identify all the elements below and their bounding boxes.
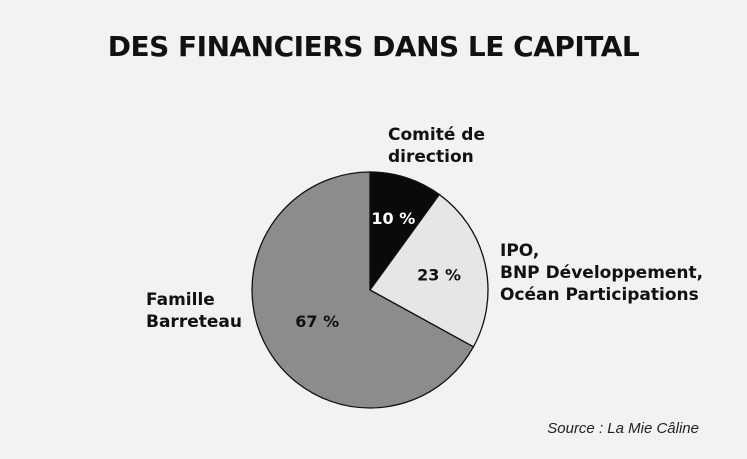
- slice-label-line: direction: [388, 147, 474, 167]
- slice-label-line: BNP Développement,: [500, 263, 704, 283]
- pie-slice-2: [251, 171, 475, 409]
- slice-value-label-0: 10 %: [371, 209, 415, 228]
- chart-source: Source : La Mie Câline: [547, 420, 699, 437]
- slice-value-label-1: 23 %: [417, 266, 461, 285]
- slice-label-line: IPO,: [500, 241, 540, 261]
- slice-label-line: Famille: [146, 290, 215, 310]
- slice-label-line: Barreteau: [146, 312, 242, 332]
- chart-title: DES FINANCIERS DANS LE CAPITAL: [107, 30, 640, 63]
- slice-label-line: Comité de: [388, 125, 485, 145]
- slice-label-ipo-bnp-ocean: IPO, BNP Développement, Océan Participat…: [500, 240, 703, 306]
- slice-label-comite-de-direction: Comité de direction: [388, 124, 485, 168]
- slice-label-line: Océan Participations: [500, 285, 699, 305]
- pie-slice-0: [369, 171, 441, 293]
- slice-value-label-2: 67 %: [295, 312, 339, 331]
- slice-label-famille-barreteau: Famille Barreteau: [146, 289, 242, 333]
- pie-slice-1: [369, 193, 489, 348]
